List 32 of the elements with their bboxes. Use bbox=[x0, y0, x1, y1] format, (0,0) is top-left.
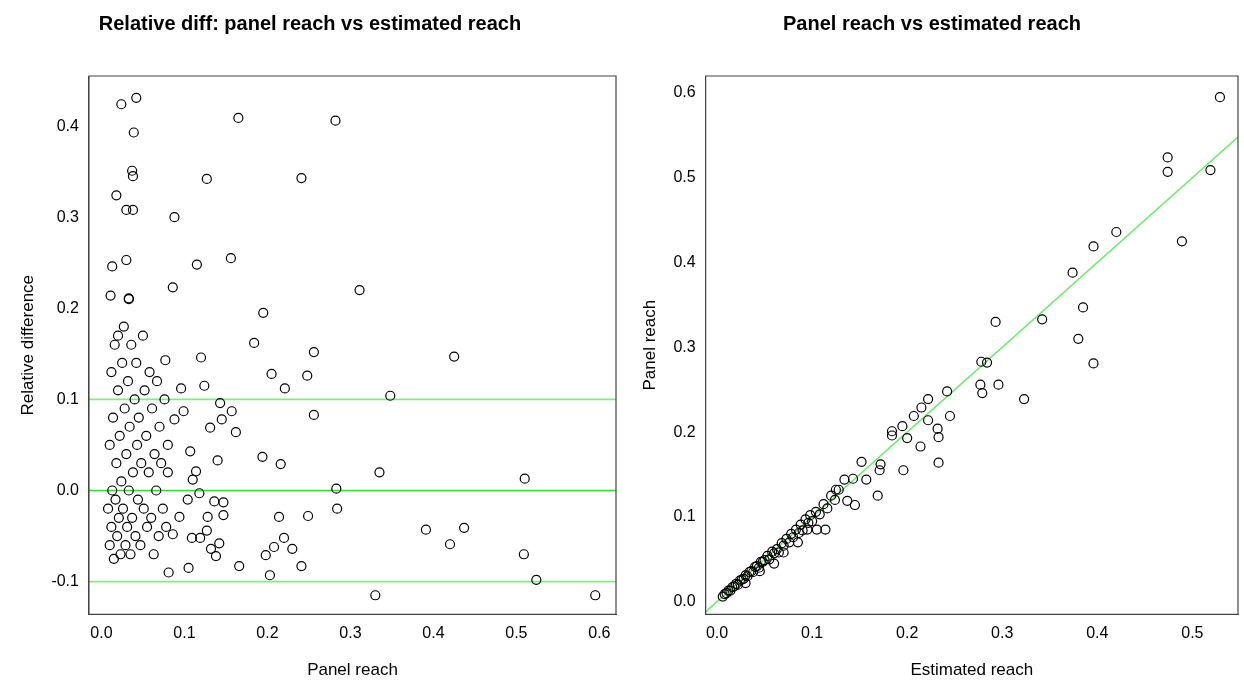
x-tick-label: 0.4 bbox=[1086, 624, 1109, 642]
y-axis-title: Panel reach bbox=[639, 299, 659, 391]
x-tick-label: 0.6 bbox=[588, 624, 611, 642]
x-tick-label: 0.4 bbox=[422, 624, 445, 642]
x-tick-label: 0.2 bbox=[256, 624, 279, 642]
x-tick-label: 0.2 bbox=[896, 624, 919, 642]
y-tick-label: 0.1 bbox=[56, 389, 80, 407]
x-tick-label: 0.5 bbox=[505, 624, 528, 642]
y-tick-label: 0.6 bbox=[673, 83, 696, 101]
x-tick-label: 0.1 bbox=[800, 624, 824, 642]
x-axis-title: Estimated reach bbox=[910, 660, 1034, 680]
x-tick-label: 0.1 bbox=[173, 624, 196, 642]
y-tick-label: 0.3 bbox=[673, 337, 696, 355]
y-tick-label: 0.2 bbox=[673, 422, 696, 440]
x-tick-label: 0.3 bbox=[339, 624, 362, 642]
y-tick-label: 0.3 bbox=[56, 207, 80, 225]
x-axis-title: Panel reach bbox=[307, 660, 398, 680]
y-tick-label: 0.4 bbox=[56, 116, 80, 134]
y-tick-label: 0.5 bbox=[673, 168, 696, 186]
y-tick-label: 0.0 bbox=[56, 480, 80, 498]
x-tick-label: 0.0 bbox=[705, 624, 729, 642]
chart-title: Relative diff: panel reach vs estimated reach bbox=[98, 11, 522, 34]
x-tick-label: 0.3 bbox=[991, 624, 1014, 642]
chart-title: Panel reach vs estimated reach bbox=[783, 11, 1081, 34]
y-tick-label: 0.4 bbox=[673, 252, 696, 270]
y-tick-label: 0.2 bbox=[56, 298, 80, 316]
y-tick-label: 0.1 bbox=[673, 507, 696, 525]
y-tick-label: -0.1 bbox=[51, 572, 80, 590]
x-tick-label: 0.0 bbox=[90, 624, 113, 642]
y-axis-title: Relative difference bbox=[17, 274, 37, 416]
y-tick-label: 0.0 bbox=[673, 592, 696, 610]
x-tick-label: 0.5 bbox=[1181, 624, 1204, 642]
